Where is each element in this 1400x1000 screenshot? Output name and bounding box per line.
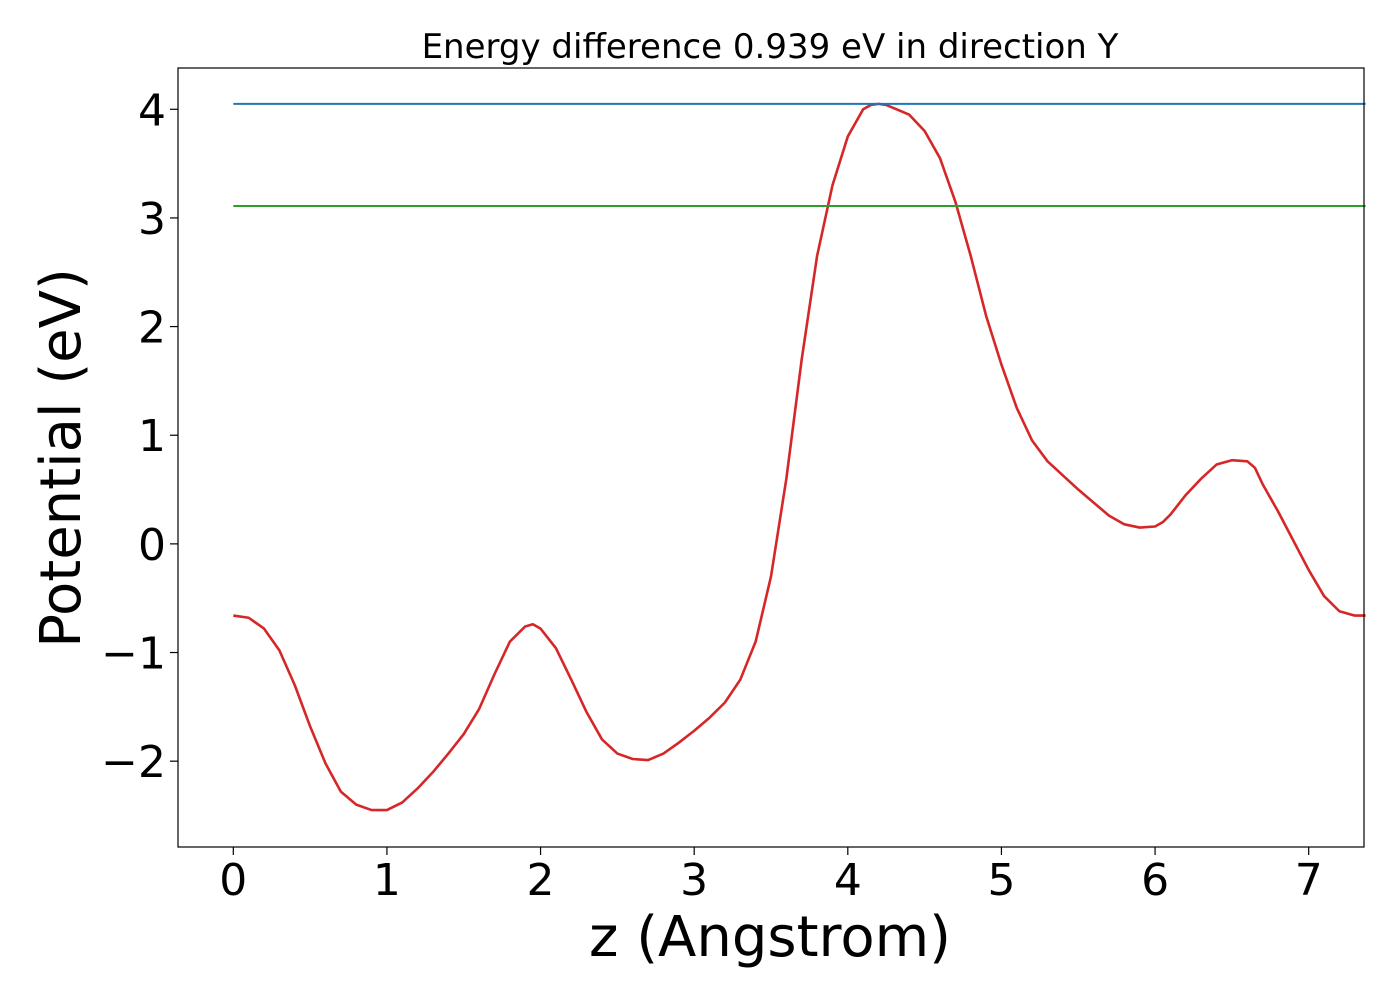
chart-title: Energy difference 0.939 eV in direction … <box>422 27 1119 67</box>
series-layer <box>233 102 1366 812</box>
y-tick-label: 4 <box>138 85 166 136</box>
x-tick-label: 5 <box>987 855 1015 906</box>
x-tick-label: 4 <box>834 855 862 906</box>
x-tick-label: 2 <box>527 855 555 906</box>
y-tick-label: 3 <box>138 194 166 245</box>
y-axis: −2 −1 0 1 2 3 4 <box>101 85 178 788</box>
x-tick-label: 6 <box>1141 855 1169 906</box>
y-axis-label: Potential (eV) <box>29 268 94 648</box>
x-tick-label: 7 <box>1295 855 1323 906</box>
series-line-0 <box>233 102 1366 812</box>
y-tick-label: 2 <box>138 303 166 354</box>
axes-frame <box>177 67 1365 848</box>
x-axis-label: z (Angstrom) <box>589 905 951 970</box>
x-tick-label: 1 <box>373 855 401 906</box>
y-tick-label: 1 <box>138 411 166 462</box>
x-tick-label: 3 <box>680 855 708 906</box>
y-tick-label: −1 <box>101 629 166 680</box>
x-axis: 0 1 2 3 4 5 6 7 <box>219 847 1323 906</box>
y-tick-label: 0 <box>138 520 166 571</box>
y-tick-label: −2 <box>101 737 166 788</box>
x-tick-label: 0 <box>219 855 247 906</box>
